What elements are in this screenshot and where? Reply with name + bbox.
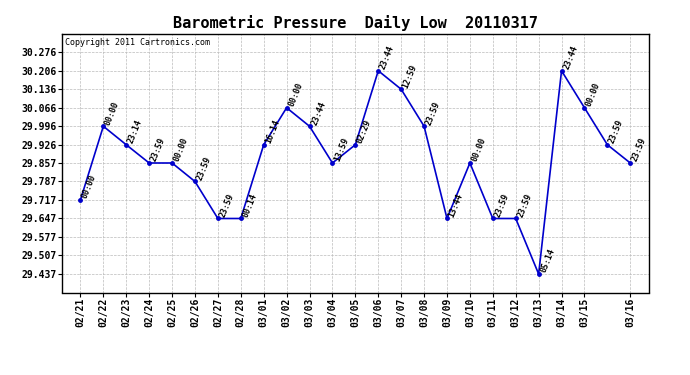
Text: 00:00: 00:00 bbox=[81, 174, 98, 200]
Text: 02:29: 02:29 bbox=[355, 118, 373, 145]
Text: 23:59: 23:59 bbox=[515, 192, 533, 219]
Text: 23:59: 23:59 bbox=[493, 192, 511, 219]
Text: 13:59: 13:59 bbox=[333, 136, 350, 163]
Text: 23:59: 23:59 bbox=[149, 136, 167, 163]
Text: 12:59: 12:59 bbox=[401, 63, 419, 89]
Text: 23:59: 23:59 bbox=[218, 192, 235, 219]
Text: 23:44: 23:44 bbox=[562, 44, 579, 71]
Text: 05:14: 05:14 bbox=[539, 248, 556, 274]
Text: 00:00: 00:00 bbox=[286, 81, 304, 108]
Text: 16:14: 16:14 bbox=[264, 118, 282, 145]
Title: Barometric Pressure  Daily Low  20110317: Barometric Pressure Daily Low 20110317 bbox=[173, 15, 538, 31]
Text: Copyright 2011 Cartronics.com: Copyright 2011 Cartronics.com bbox=[65, 38, 210, 46]
Text: 00:00: 00:00 bbox=[470, 136, 488, 163]
Text: 13:44: 13:44 bbox=[447, 192, 464, 219]
Text: 00:00: 00:00 bbox=[104, 100, 121, 126]
Text: 23:44: 23:44 bbox=[378, 44, 396, 71]
Text: 00:14: 00:14 bbox=[241, 192, 259, 219]
Text: 23:14: 23:14 bbox=[126, 118, 144, 145]
Text: 23:59: 23:59 bbox=[630, 136, 648, 163]
Text: 23:59: 23:59 bbox=[424, 100, 442, 126]
Text: 23:59: 23:59 bbox=[195, 155, 213, 182]
Text: 23:44: 23:44 bbox=[310, 100, 327, 126]
Text: 00:00: 00:00 bbox=[584, 81, 602, 108]
Text: 00:00: 00:00 bbox=[172, 136, 190, 163]
Text: 23:59: 23:59 bbox=[607, 118, 625, 145]
